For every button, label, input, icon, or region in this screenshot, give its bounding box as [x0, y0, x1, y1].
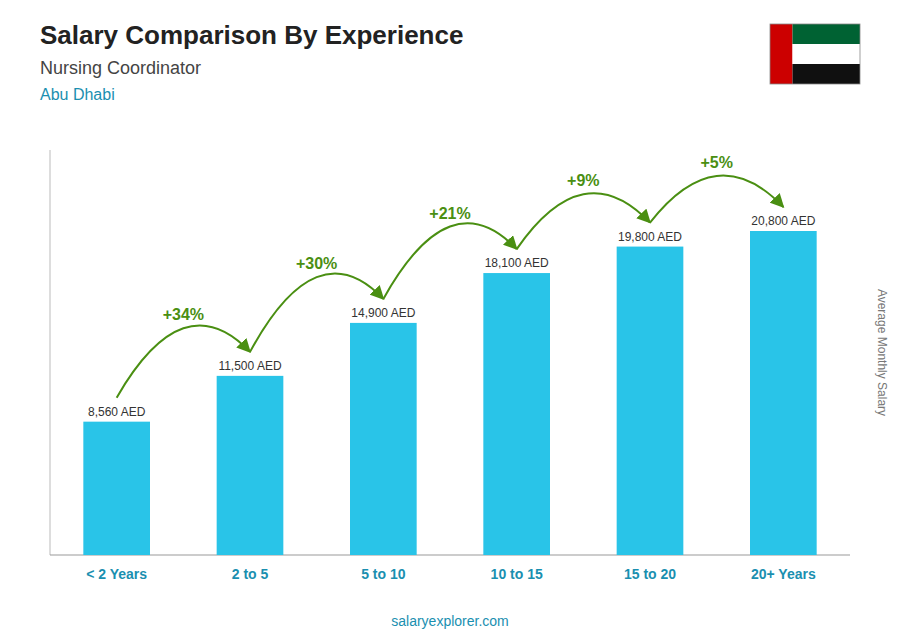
flag-stripe	[793, 44, 861, 64]
change-arrow	[383, 223, 516, 299]
change-arrow	[650, 176, 783, 223]
change-label: +5%	[700, 154, 732, 171]
data-label: 8,560 AED	[88, 405, 146, 419]
change-label: +34%	[163, 306, 204, 323]
y-axis-line	[50, 150, 51, 555]
source: salaryexplorer.com	[391, 613, 509, 629]
flag-stripe	[770, 24, 793, 84]
data-label: 14,900 AED	[351, 306, 415, 320]
x-axis-line	[50, 555, 850, 556]
chart-container: Salary Comparison By Experience Nursing C…	[0, 0, 900, 641]
location: Abu Dhabi	[40, 86, 115, 103]
x-tick-label: < 2 Years	[86, 566, 147, 582]
data-label: 19,800 AED	[618, 230, 682, 244]
x-tick-label: 5 to 10	[361, 566, 406, 582]
change-arrow	[250, 274, 383, 352]
bar	[217, 376, 284, 555]
change-label: +9%	[567, 172, 599, 189]
flag-stripe	[793, 64, 861, 84]
bar	[617, 247, 684, 555]
data-label: 20,800 AED	[751, 214, 815, 228]
change-arrow	[117, 325, 250, 397]
bar	[483, 273, 550, 555]
data-label: 11,500 AED	[218, 359, 281, 373]
bar	[750, 231, 817, 555]
change-arrow	[517, 193, 650, 249]
x-tick-label: 2 to 5	[232, 566, 269, 582]
flag	[770, 24, 860, 84]
change-label: +21%	[429, 205, 470, 222]
bars	[83, 231, 816, 555]
chart: Salary Comparison By Experience Nursing C…	[0, 0, 900, 641]
x-tick-label: 15 to 20	[624, 566, 676, 582]
x-tick-label: 20+ Years	[751, 566, 816, 582]
data-label: 18,100 AED	[485, 256, 549, 270]
subtitle: Nursing Coordinator	[40, 58, 201, 78]
change-label: +30%	[296, 255, 337, 272]
x-tick-label: 10 to 15	[491, 566, 543, 582]
y-axis-label: Average Monthly Salary	[875, 289, 889, 416]
title: Salary Comparison By Experience	[40, 20, 463, 50]
flag-border	[770, 24, 860, 84]
flag-stripe	[793, 24, 861, 44]
bar	[83, 422, 150, 555]
bar	[350, 323, 417, 555]
